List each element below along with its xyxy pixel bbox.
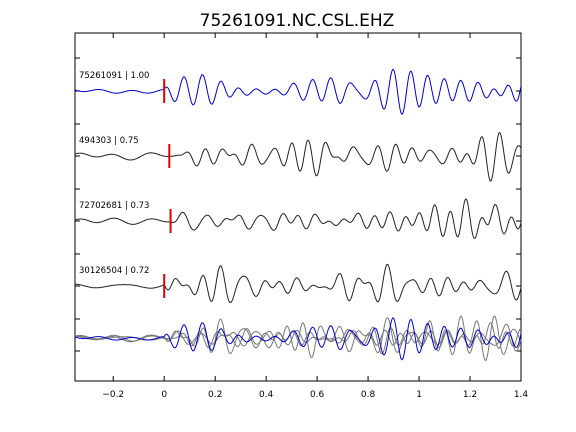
stack-trace xyxy=(75,317,522,355)
x-tick-label: 1 xyxy=(416,390,422,400)
trace-line xyxy=(74,132,522,182)
x-tick-label: 0 xyxy=(161,390,167,400)
trace-line xyxy=(75,263,522,304)
trace-line xyxy=(74,68,522,116)
trace-30126504: 30126504 | 0.72 xyxy=(75,263,522,304)
plot-frame xyxy=(74,32,522,382)
x-tick-label: 0.8 xyxy=(361,390,376,400)
x-axis: −0.2 0 0.2 0.4 0.6 0.8 1 1.2 1.4 xyxy=(102,33,528,400)
trace-label: 30126504 | 0.72 xyxy=(79,266,149,276)
chart-title: 75261091.NC.CSL.EHZ xyxy=(200,11,395,31)
stack-reference-trace xyxy=(74,317,522,361)
x-tick-label: 0.4 xyxy=(259,390,274,400)
traces: 75261091 | 1.00 494303 | 0.75 72702681 | 0… xyxy=(74,68,522,361)
trace-label: 75261091 | 1.00 xyxy=(79,71,149,81)
trace-line xyxy=(74,198,522,239)
trace-72702681: 72702681 | 0.73 xyxy=(74,198,522,239)
stack-overlay xyxy=(74,315,522,361)
trace-75261091: 75261091 | 1.00 xyxy=(74,68,522,116)
x-tick-label: 1.2 xyxy=(463,390,477,400)
x-tick-label: 0.6 xyxy=(310,390,325,400)
trace-label: 494303 | 0.75 xyxy=(79,136,139,146)
stack-trace xyxy=(74,315,522,356)
x-tick-label: −0.2 xyxy=(102,390,124,400)
x-tick-label: 0.2 xyxy=(208,390,222,400)
trace-494303: 494303 | 0.75 xyxy=(74,132,522,182)
x-tick-label: 1.4 xyxy=(514,390,529,400)
y-ticks xyxy=(75,57,521,352)
trace-label: 72702681 | 0.73 xyxy=(79,201,149,211)
